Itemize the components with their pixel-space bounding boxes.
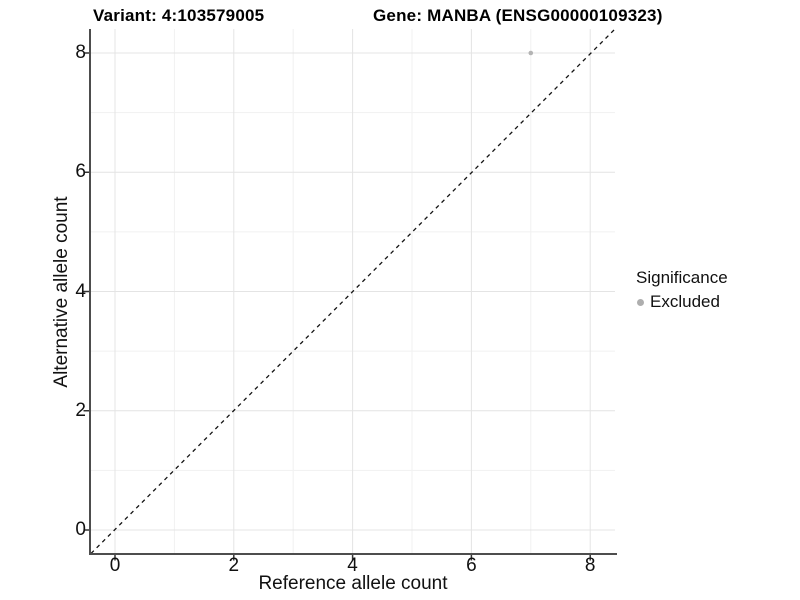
y-tick-label: 2: [75, 399, 86, 421]
legend-item-label: Excluded: [650, 292, 720, 311]
identity-dashed-line: [90, 28, 616, 554]
legend-title: Significance: [636, 268, 728, 287]
y-tick-label: 4: [75, 280, 86, 302]
x-tick-label: 2: [228, 555, 240, 576]
legend-item-excluded: Excluded: [630, 292, 800, 312]
data-point-excluded: [528, 50, 534, 56]
legend: Significance Excluded: [630, 268, 800, 312]
plot-title-gene: Gene: MANBA (ENSG00000109323): [373, 6, 663, 25]
plot-title-variant: Variant: 4:103579005: [93, 6, 265, 25]
y-tick-label: 6: [75, 161, 86, 183]
y-axis-title: Alternative allele count: [51, 196, 72, 388]
x-tick-label: 4: [347, 555, 358, 576]
legend-point-icon: [637, 298, 644, 306]
y-tick-label: 0: [75, 519, 86, 540]
x-tick-label: 8: [584, 555, 596, 576]
x-tick-label: 0: [109, 555, 121, 576]
x-axis-title: Reference allele count: [258, 573, 448, 594]
y-tick-label: 8: [75, 42, 86, 63]
x-tick-label: 6: [466, 555, 477, 576]
